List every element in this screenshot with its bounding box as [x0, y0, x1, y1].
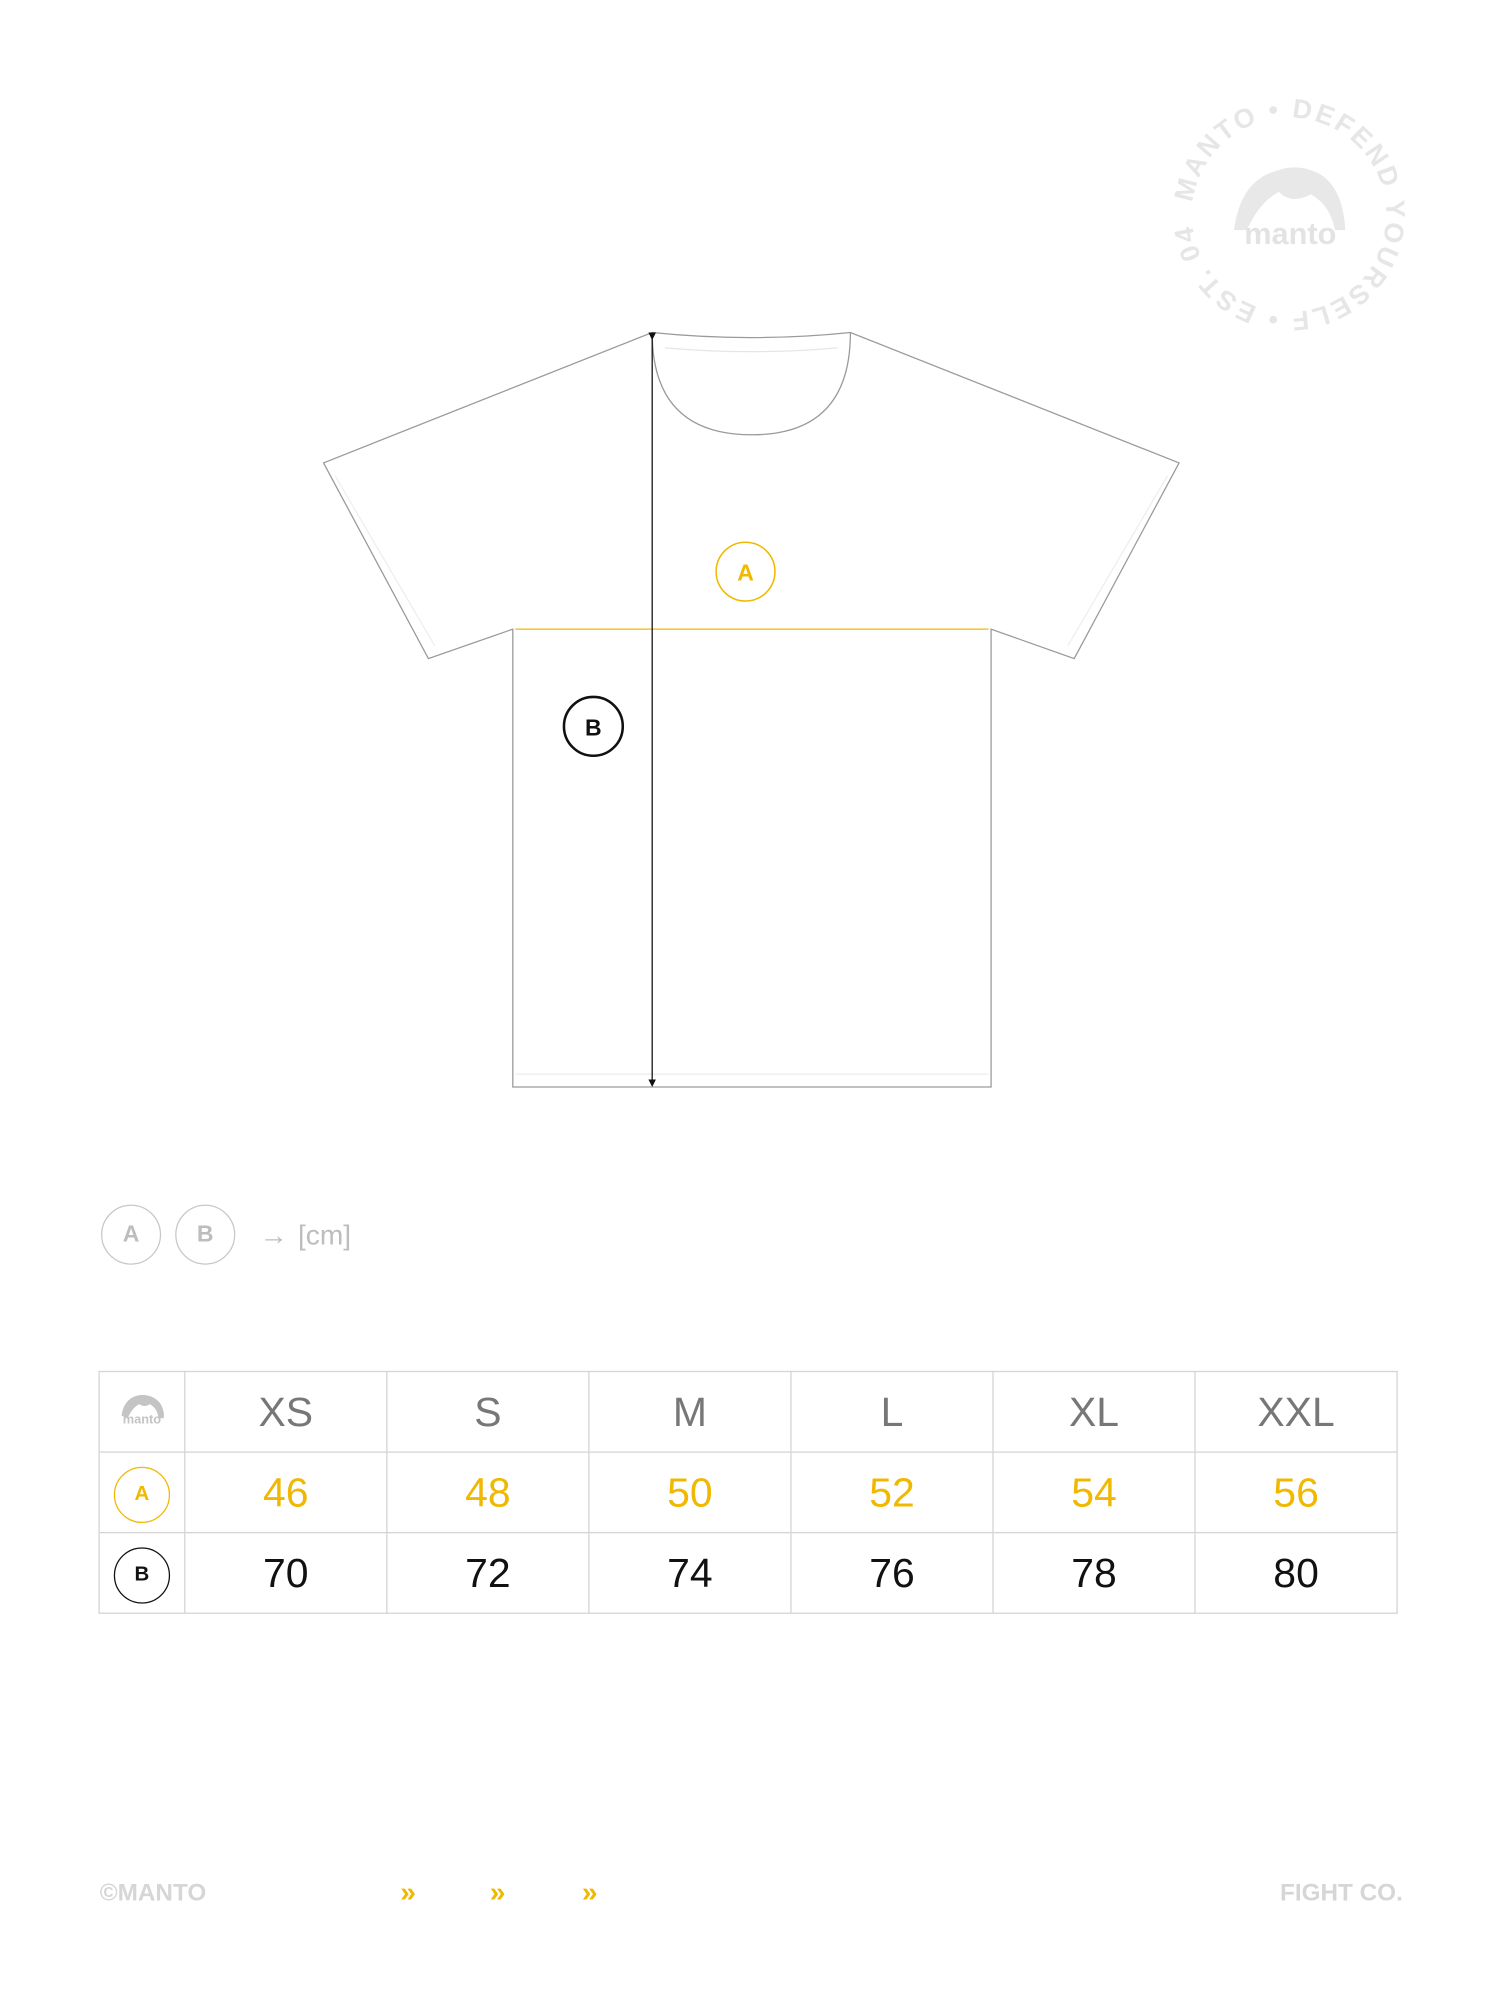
size-xxl: XXL: [1194, 1370, 1398, 1453]
arrow-icon: →: [259, 1218, 288, 1251]
table-cell: 50: [588, 1451, 792, 1534]
wrestlers-logo-icon: [1234, 167, 1346, 231]
unit-label: [cm]: [297, 1218, 352, 1251]
svg-text:B: B: [585, 714, 602, 740]
footer-brand: FIGHT CO.: [1279, 1879, 1403, 1907]
table-row-b: B 70 72 74 76 78 80: [98, 1532, 1398, 1614]
table-cell: 80: [1194, 1532, 1398, 1614]
table-cell: 76: [790, 1532, 994, 1614]
size-l: L: [790, 1370, 994, 1453]
stamp-watermark: MANTO • DEFEND YOURSELF • EST. 04 • mant…: [0, 0, 1411, 336]
table-header-row: manto XS S M L XL XXL: [98, 1370, 1398, 1453]
svg-text:manto: manto: [123, 1411, 161, 1426]
table-cell: 56: [1194, 1451, 1398, 1534]
table-cell: 46: [184, 1451, 388, 1534]
row-label-a: A: [113, 1466, 171, 1523]
logo-cell: manto: [98, 1370, 186, 1453]
tshirt-diagram: MANTO • DEFEND YOURSELF • EST. 04 • mant…: [0, 0, 1411, 1088]
legend-b: B: [175, 1204, 236, 1265]
legend-a: A: [101, 1204, 162, 1265]
table-cell: 74: [588, 1532, 792, 1614]
chevron-icon: »: [581, 1875, 598, 1908]
label-b-marker: B: [562, 695, 625, 758]
size-s: S: [386, 1370, 590, 1453]
table-cell: 72: [386, 1532, 590, 1614]
size-table: manto XS S M L XL XXL A 46 48 50 52 54 5…: [98, 1370, 1398, 1614]
footer-copyright: ©MANTO: [99, 1879, 207, 1907]
size-m: M: [588, 1370, 792, 1453]
table-cell: 70: [184, 1532, 388, 1614]
row-label-b: B: [113, 1546, 171, 1603]
chevron-icon: »: [400, 1875, 416, 1908]
neckline: [651, 332, 852, 436]
tshirt-outline: [322, 331, 1180, 1088]
table-cell: 52: [790, 1451, 994, 1534]
manto-logo-icon: manto: [121, 1394, 164, 1426]
svg-text:MANTO • DEFEND YOURSELF • EST.: MANTO • DEFEND YOURSELF • EST. 04 •: [0, 0, 1411, 336]
label-a-marker: A: [715, 541, 776, 602]
units-legend: A B → [cm]: [101, 1204, 352, 1265]
table-row-a: A 46 48 50 52 54 56: [98, 1451, 1398, 1534]
size-xs: XS: [184, 1370, 388, 1453]
size-xl: XL: [992, 1370, 1196, 1453]
svg-text:manto: manto: [1244, 216, 1336, 251]
table-cell: 54: [992, 1451, 1196, 1534]
chevron-icon: »: [489, 1875, 506, 1908]
table-cell: 78: [992, 1532, 1196, 1614]
svg-text:A: A: [737, 560, 754, 586]
table-cell: 48: [386, 1451, 590, 1534]
